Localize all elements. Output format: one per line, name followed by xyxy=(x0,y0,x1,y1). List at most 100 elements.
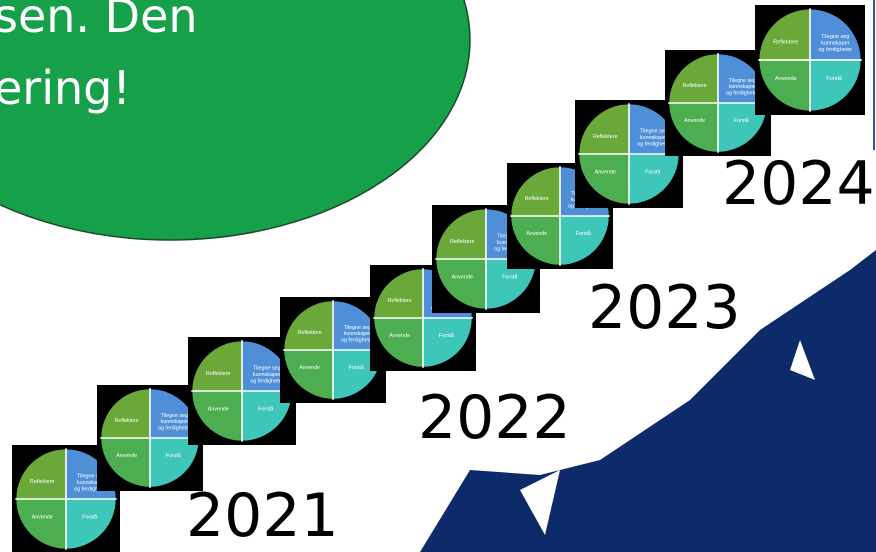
quadrant-label: Anvende xyxy=(299,365,320,371)
quadrant xyxy=(66,499,116,549)
label-line: kunnskaper xyxy=(821,41,850,47)
label-line: Tilegne seg xyxy=(821,34,849,40)
quadrant xyxy=(423,318,472,367)
quadrant-label: Anvende xyxy=(208,406,229,412)
quadrant-label: Anvende xyxy=(526,231,547,237)
quadrant-label: Anvende xyxy=(595,169,616,175)
quadrant xyxy=(511,216,560,265)
quadrant-label: Forstå xyxy=(349,364,364,371)
quadrant-label: Reflektere xyxy=(298,330,322,336)
quadrant xyxy=(669,54,718,103)
quadrant xyxy=(16,499,66,549)
quadrant xyxy=(759,60,810,111)
label-line: kunnskaper xyxy=(253,372,281,378)
year-label: 2021 xyxy=(186,481,339,551)
quadrant xyxy=(718,54,767,103)
quadrant-label: Anvende xyxy=(32,514,53,520)
quadrant-label: Forstå xyxy=(734,117,749,124)
quadrant xyxy=(374,269,423,318)
quadrant xyxy=(511,167,560,216)
quadrant xyxy=(333,301,382,350)
label-line: Tilegne seg xyxy=(161,413,188,419)
quadrant-label: Forstå xyxy=(82,513,97,520)
quadrant xyxy=(16,449,66,499)
quadrant-label: Anvende xyxy=(684,118,705,124)
quadrant xyxy=(810,9,861,60)
quadrant xyxy=(486,259,536,309)
quadrant-label: Forstå xyxy=(645,168,660,175)
label-line: Tilegne seg xyxy=(344,325,371,331)
label-line: kunnskaper xyxy=(77,480,105,486)
quadrant-label: Reflektere xyxy=(593,134,618,140)
quadrant-label: Anvende xyxy=(775,76,797,82)
quadrant xyxy=(101,389,150,438)
quadrant-label: Reflektere xyxy=(30,479,55,485)
label-line: og ferdigheter xyxy=(637,141,670,147)
label-line: kunnskaper xyxy=(344,331,372,337)
quadrant xyxy=(718,103,767,152)
quadrant xyxy=(579,104,629,154)
quadrant xyxy=(284,301,333,350)
speech-bubble xyxy=(0,0,471,241)
label-line: og ferdigheter xyxy=(726,91,759,97)
quadrant-label: Anvende xyxy=(116,453,137,459)
label-line: Tilegne seg xyxy=(77,473,105,479)
quadrant xyxy=(333,350,382,399)
year-label: 2022 xyxy=(418,383,571,453)
quadrant-label: Reflektere xyxy=(525,196,549,202)
label-line: og ferdigheter xyxy=(158,426,191,432)
quadrant-label: Forstå xyxy=(439,332,454,339)
swoosh-gap xyxy=(790,340,815,380)
quadrant xyxy=(759,9,810,60)
label-line: Tilegne seg xyxy=(729,78,756,84)
label-line: og ferdigheter xyxy=(818,47,852,53)
label-line: og ferdigheter xyxy=(74,486,107,492)
quadrant xyxy=(242,391,292,441)
bubble-line: ering! xyxy=(0,61,131,115)
quadrant xyxy=(374,318,423,367)
quadrant-label: Anvende xyxy=(452,274,473,280)
quadrant-label: Forstå xyxy=(258,405,273,412)
quadrant-label: Reflektere xyxy=(683,83,707,89)
quadrant-label: Forstå xyxy=(826,75,843,82)
label-line: og ferdigheter xyxy=(250,378,283,384)
label-line: kunnskaper xyxy=(729,84,757,90)
quadrant xyxy=(284,350,333,399)
label-line: kunnskaper xyxy=(161,419,189,425)
quadrant xyxy=(810,60,861,111)
quadrant-label: Reflektere xyxy=(450,239,475,245)
quadrant xyxy=(629,154,679,204)
quadrant-label: Forstå xyxy=(502,273,517,280)
quadrant xyxy=(436,209,486,259)
quadrant-label: Anvende xyxy=(389,333,410,339)
quadrant xyxy=(150,389,199,438)
quadrant xyxy=(669,103,718,152)
year-label: 2023 xyxy=(588,273,741,343)
label-line: Tilegne seg xyxy=(253,365,281,371)
quadrant xyxy=(436,259,486,309)
quadrant-label: Forstå xyxy=(166,452,181,459)
year-label: 2024 xyxy=(722,149,875,219)
bubble-line: sen. Den xyxy=(0,0,198,43)
quadrant xyxy=(242,341,292,391)
quadrant-label: Reflektere xyxy=(773,40,798,46)
quadrant xyxy=(101,438,150,487)
quadrant-label: Reflektere xyxy=(388,298,412,304)
label-line: Tilegne seg xyxy=(640,128,668,134)
quadrant-label: Forstå xyxy=(576,230,591,237)
quadrant-label: Reflektere xyxy=(206,371,231,377)
quadrant xyxy=(150,438,199,487)
